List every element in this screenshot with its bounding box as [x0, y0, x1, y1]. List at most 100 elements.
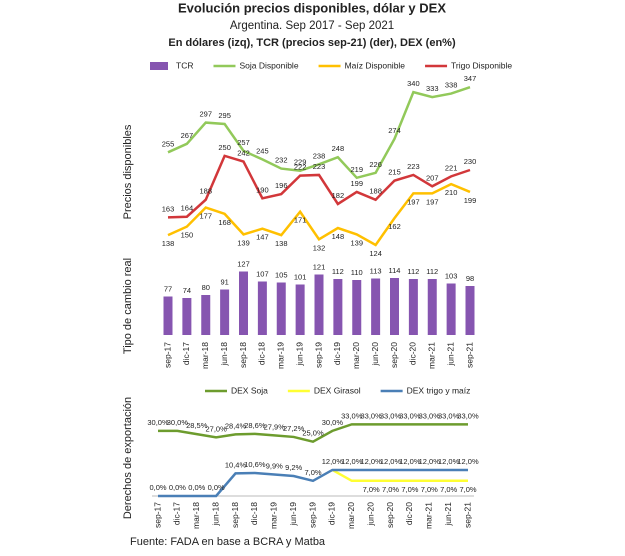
data-label: 245	[256, 146, 269, 155]
x-tick-label: mar-20	[346, 502, 356, 529]
bar	[314, 274, 324, 335]
bar	[257, 281, 267, 335]
data-label: 148	[332, 232, 345, 241]
bar	[427, 279, 437, 335]
x-tick-label: mar-21	[427, 342, 437, 369]
data-label: 238	[313, 151, 326, 160]
x-tick-label: sep-19	[313, 342, 323, 368]
data-label: 12,0%	[438, 457, 460, 466]
data-label: 10,6%	[244, 460, 266, 469]
data-label: 27,0%	[205, 424, 227, 433]
chart-subtitle: En dólares (izq), TCR (precios sep-21) (…	[168, 37, 456, 49]
data-label: 7,0%	[459, 485, 476, 494]
data-label: 150	[181, 231, 194, 240]
data-label: 12,0%	[380, 457, 402, 466]
data-label: 338	[445, 81, 458, 90]
bar	[239, 271, 248, 335]
data-label: 28,5%	[186, 421, 208, 430]
x-tick-label: jun-18	[210, 502, 220, 527]
data-label: 190	[256, 185, 269, 194]
x-tick-label: jun-21	[445, 342, 455, 367]
data-label: 188	[199, 187, 212, 196]
data-label: 267	[181, 131, 194, 140]
data-label: 223	[313, 162, 326, 171]
bar	[182, 298, 192, 335]
data-label: 10,4%	[225, 460, 247, 469]
data-label: 27,9%	[264, 422, 286, 431]
data-label: 12,0%	[419, 457, 441, 466]
data-label: 28,4%	[225, 421, 247, 430]
bar	[333, 279, 343, 335]
data-label: 7,0%	[440, 485, 457, 494]
data-label: 12,0%	[322, 457, 344, 466]
legend-swatch	[150, 62, 168, 70]
data-label: 255	[162, 139, 175, 148]
x-tick-label: mar-18	[200, 342, 210, 369]
data-label: 0,0%	[208, 483, 225, 492]
x-tick-label: dic-17	[181, 342, 191, 365]
bar	[408, 279, 418, 335]
bar	[446, 283, 456, 335]
data-label: 223	[407, 162, 420, 171]
data-label: 105	[275, 270, 288, 279]
data-label: 182	[332, 191, 345, 200]
x-tick-label: sep-20	[385, 502, 395, 528]
data-label: 177	[199, 211, 212, 220]
data-label: 101	[294, 272, 307, 281]
data-label: 12,0%	[341, 457, 363, 466]
y2-axis-label: Tipo de cambio real	[122, 258, 134, 354]
line	[167, 182, 471, 247]
bar	[371, 278, 381, 335]
data-label: 127	[237, 259, 250, 268]
bar	[276, 282, 286, 335]
chart-title: Evolución precios disponibles, dólar y D…	[178, 0, 446, 15]
data-label: 9,2%	[285, 463, 302, 472]
x-tick-label: dic-19	[332, 342, 342, 365]
x-tick-label: jun-20	[370, 342, 380, 367]
data-label: 33,0%	[399, 411, 421, 420]
data-label: 257	[237, 138, 250, 147]
data-label: 222	[294, 163, 307, 172]
data-label: 33,0%	[380, 411, 402, 420]
data-label: 121	[313, 262, 326, 271]
x-tick-label: jun-21	[443, 502, 453, 527]
data-label: 210	[445, 188, 458, 197]
data-label: 30,0%	[322, 418, 344, 427]
data-label: 138	[162, 239, 175, 248]
data-label: 207	[426, 173, 439, 182]
line	[167, 86, 471, 180]
data-label: 33,0%	[438, 411, 460, 420]
data-label: 74	[183, 286, 191, 295]
x-tick-label: jun-20	[365, 502, 375, 527]
x-tick-label: mar-20	[351, 342, 361, 369]
data-label: 226	[369, 160, 382, 169]
data-label: 30,0%	[147, 418, 169, 427]
x-tick-label: dic-18	[249, 502, 259, 525]
data-label: 242	[237, 148, 250, 157]
legend-label: Soja Disponible	[239, 60, 298, 70]
data-label: 124	[369, 249, 382, 258]
x-tick-label: dic-19	[327, 502, 337, 525]
data-label: 295	[218, 111, 231, 120]
data-label: 12,0%	[399, 457, 421, 466]
x-tick-label: sep-18	[238, 342, 248, 368]
data-label: 232	[275, 156, 288, 165]
data-label: 110	[351, 268, 363, 277]
data-label: 340	[407, 79, 420, 88]
data-label: 103	[445, 271, 458, 280]
data-label: 33,0%	[457, 411, 479, 420]
x-tick-label: dic-20	[404, 502, 414, 525]
legend-label: Trigo Disponible	[451, 60, 512, 70]
data-label: 199	[464, 196, 477, 205]
data-label: 196	[275, 181, 288, 190]
bar	[465, 286, 475, 335]
data-label: 91	[220, 277, 228, 286]
x-tick-label: sep-17	[162, 342, 172, 368]
data-label: 7,0%	[421, 485, 438, 494]
legend-label: DEX Soja	[231, 385, 268, 395]
x-tick-label: dic-17	[172, 502, 182, 525]
data-label: 163	[162, 204, 175, 213]
data-label: 33,0%	[360, 411, 382, 420]
data-label: 215	[388, 168, 401, 177]
data-label: 12,0%	[360, 457, 382, 466]
